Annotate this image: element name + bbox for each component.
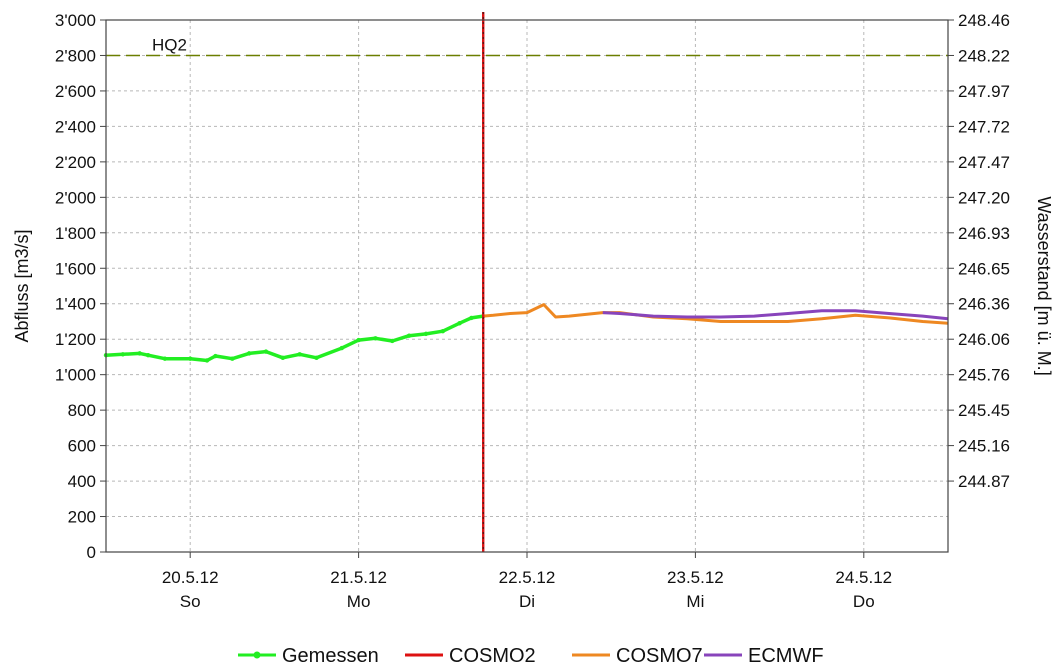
y-tick-label: 2'200 (55, 153, 96, 172)
series-point-gemessen (440, 329, 445, 334)
y-tick-label: 600 (68, 437, 96, 456)
series-point-gemessen (230, 356, 235, 361)
series-point-gemessen (297, 352, 302, 357)
x-tick-day: Mo (347, 592, 371, 611)
y-tick-label: 2'000 (55, 188, 96, 207)
series-point-gemessen (339, 345, 344, 351)
series-point-gemessen (213, 353, 218, 359)
legend-label-cosmo2: COSMO2 (449, 645, 536, 666)
y2-tick-label: 248.46 (958, 11, 1010, 30)
series-point-gemessen (469, 315, 474, 321)
x-tick-day: Di (519, 592, 535, 611)
y2-tick-label: 246.65 (958, 259, 1010, 278)
y2-tick-label: 245.76 (958, 366, 1010, 385)
x-tick-day: So (180, 592, 201, 611)
x-tick-day: Mi (686, 592, 704, 611)
series-point-gemessen (314, 355, 319, 361)
y-tick-label: 200 (68, 508, 96, 527)
series-point-gemessen (137, 351, 142, 356)
legend-marker-gemessen (253, 651, 261, 659)
series-line-gemessen (105, 314, 484, 363)
series-point-gemessen (162, 356, 168, 361)
y-tick-label: 1'400 (55, 295, 96, 314)
x-tick-day: Do (853, 592, 875, 611)
y2-tick-label: 247.47 (958, 153, 1010, 172)
y-tick-label: 1'800 (55, 224, 96, 243)
y-tick-label: 800 (68, 401, 96, 420)
x-tick-date: 21.5.12 (330, 568, 387, 587)
series-point-gemessen (204, 358, 210, 363)
hq2-label: HQ2 (152, 35, 187, 54)
y-tick-label: 2'600 (55, 82, 96, 101)
hq2-threshold: HQ2 (106, 35, 948, 57)
y2-tick-label: 245.16 (958, 437, 1010, 456)
x-tick-date: 24.5.12 (835, 568, 892, 587)
legend-label-ecmwf: ECMWF (748, 645, 824, 666)
y-tick-label: 1'000 (55, 366, 96, 385)
series-point-gemessen (145, 352, 151, 358)
series-point-gemessen (188, 356, 193, 361)
series-point-gemessen (120, 352, 126, 357)
series-point-gemessen (263, 349, 269, 354)
x-tick-date: 22.5.12 (499, 568, 556, 587)
legend-label-gemessen: Gemessen (282, 645, 379, 666)
x-tick-date: 20.5.12 (162, 568, 219, 587)
y2-tick-label: 245.45 (958, 401, 1010, 420)
series-point-gemessen (373, 336, 378, 341)
y2-tick-label: 244.87 (958, 472, 1010, 491)
y2-tick-label: 247.20 (958, 188, 1010, 207)
y2-tick-label: 247.72 (958, 117, 1010, 136)
y2-tick-label: 248.22 (958, 46, 1010, 65)
y-tick-label: 1'200 (55, 330, 96, 349)
legend: Gemessen COSMO2 COSMO7 ECMWF (238, 645, 824, 666)
series-point-gemessen (390, 338, 395, 344)
series-point-gemessen (280, 355, 286, 361)
series-point-gemessen (423, 331, 429, 337)
y-tick-label: 2'800 (55, 46, 96, 65)
grid (106, 20, 948, 552)
y-tick-label: 400 (68, 472, 96, 491)
y-tick-label: 3'000 (55, 11, 96, 30)
y2-tick-label: 246.36 (958, 295, 1010, 314)
series-point-gemessen (457, 321, 462, 326)
x-axis: 20.5.12 So 21.5.12 Mo 22.5.12 Di 23.5.12 Mi 24.5… (162, 552, 892, 611)
y-axis-label: Abfluss [m3/s] (12, 229, 32, 342)
x-tick-date: 23.5.12 (667, 568, 724, 587)
y-axis-left: 0 200 400 600 800 1'000 1'200 1'400 1'600 1'800 2'… (55, 11, 106, 562)
series-lines (103, 303, 949, 363)
series-point-gemessen (406, 333, 412, 338)
y-tick-label: 2'400 (55, 117, 96, 136)
legend-label-cosmo7: COSMO7 (616, 645, 703, 666)
y2-tick-label: 246.06 (958, 330, 1010, 349)
y2-tick-label: 247.97 (958, 82, 1010, 101)
series-point-gemessen (246, 351, 252, 356)
series-point-gemessen (356, 337, 361, 343)
y-tick-label: 1'600 (55, 259, 96, 278)
y2-axis-label: Wasserstand [m ü. M.] (1034, 196, 1054, 375)
y-axis-right: 248.46 248.22 247.97 247.72 247.47 247.20 246.… (948, 11, 1010, 491)
series-line-ecmwf (602, 309, 949, 321)
y-tick-label: 0 (87, 543, 96, 562)
y2-tick-label: 246.93 (958, 224, 1010, 243)
